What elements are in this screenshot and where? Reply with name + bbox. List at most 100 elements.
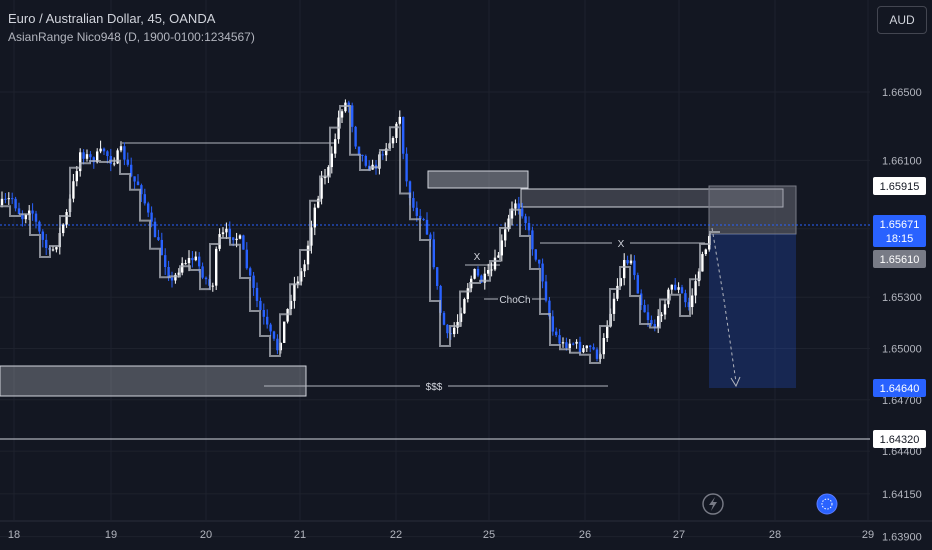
candle-body — [14, 198, 17, 209]
candle-body — [174, 274, 177, 281]
currency-button[interactable]: AUD — [877, 6, 927, 34]
time-axis: 18 19 20 21 22 25 26 27 28 29 — [0, 520, 932, 541]
candle-body — [436, 267, 439, 286]
candle-body — [198, 256, 201, 267]
candle-body — [296, 281, 299, 284]
lightning-icon-bolt — [709, 497, 717, 511]
candle-body — [640, 293, 643, 306]
candle-body — [330, 153, 333, 168]
candle-body — [626, 260, 629, 264]
x-label-1: X — [474, 252, 481, 263]
candle-body — [623, 260, 626, 279]
x-tick-label: 25 — [483, 529, 495, 541]
candle-body — [255, 287, 259, 301]
candle-body — [422, 219, 425, 221]
candle-body — [432, 239, 435, 268]
candle-body — [147, 203, 150, 213]
candle-body — [670, 284, 673, 290]
liquidity-label: $$$ — [426, 382, 443, 393]
candle-body — [538, 259, 541, 264]
candle-body — [381, 154, 384, 156]
candle-body — [293, 283, 296, 301]
candle-body — [558, 335, 561, 344]
candle-body — [228, 228, 231, 238]
price-tag-target-bg — [873, 379, 926, 397]
candle-body — [116, 150, 119, 164]
y-tick-label: 1.63900 — [882, 532, 922, 544]
candle-body — [391, 138, 395, 144]
candle-body — [62, 224, 65, 234]
candle-body — [347, 102, 350, 106]
chart-overlay: ChoCh $$$ X X — [426, 227, 838, 515]
candle-body — [38, 221, 41, 232]
candle-body — [575, 341, 578, 344]
candle-body — [504, 229, 507, 241]
candle-body — [667, 289, 670, 305]
candle-body — [405, 153, 408, 182]
candle-body — [245, 249, 248, 269]
candle-body — [136, 181, 140, 186]
candle-body — [408, 181, 412, 199]
candle-body — [266, 316, 269, 325]
candle-body — [153, 221, 157, 238]
candle-body — [585, 345, 588, 349]
globe-icon[interactable] — [816, 493, 838, 515]
candle-body — [589, 345, 592, 348]
x-tick-label: 26 — [579, 529, 591, 541]
candle-body — [327, 167, 330, 177]
candle-body — [551, 316, 554, 332]
candle-body — [633, 260, 636, 276]
candle-body — [412, 198, 415, 208]
y-tick-label: 1.64700 — [882, 395, 922, 407]
candle-body — [300, 271, 303, 282]
supply-zone-mid — [427, 170, 529, 189]
candle-body — [7, 198, 10, 200]
candle-body — [164, 255, 167, 267]
candle-body — [167, 266, 170, 278]
price-tag-current: 1.65671 18:15 — [873, 215, 926, 247]
candle-body — [55, 247, 58, 250]
candle-body — [41, 231, 44, 240]
candle-body — [561, 342, 565, 344]
candle-body — [249, 268, 252, 276]
candle-body — [419, 215, 422, 220]
candle-body — [221, 232, 225, 235]
candle-body — [514, 203, 517, 209]
candle-body — [524, 216, 527, 224]
price-tags: 1.65915 1.65671 18:15 1.65610 1.64640 1.64320 — [873, 177, 926, 448]
candle-body — [500, 240, 503, 256]
candle-body — [89, 154, 92, 158]
lightning-icon[interactable] — [702, 493, 724, 515]
candle-body — [463, 299, 466, 314]
candle-body — [102, 148, 106, 152]
candle-body — [259, 300, 262, 310]
projection-arrow — [711, 227, 737, 383]
candle-body — [303, 264, 306, 272]
candle-body — [541, 263, 544, 282]
candle-body — [616, 285, 619, 299]
candle-body — [677, 287, 680, 290]
candle-body — [252, 275, 255, 288]
candle-body — [24, 214, 27, 220]
candle-body — [262, 309, 265, 317]
candle-body — [17, 208, 21, 215]
candle-body — [453, 327, 456, 335]
x-tick-label: 28 — [769, 529, 781, 541]
candle-body — [578, 341, 582, 353]
candle-body — [96, 151, 99, 163]
choch-label: ChoCh — [499, 295, 530, 306]
y-tick-label: 1.65300 — [882, 292, 922, 304]
y-tick-label: 1.66100 — [882, 155, 922, 167]
candle-body — [653, 324, 656, 328]
candle-body — [663, 304, 667, 315]
price-tag-current-bg — [873, 215, 926, 247]
candle-body — [510, 208, 514, 219]
indicator-legend[interactable]: AsianRange Nico948 (D, 1900-0100:1234567… — [8, 30, 255, 44]
candle-body — [534, 249, 537, 260]
candle-body — [694, 281, 697, 296]
candle-body — [51, 249, 55, 251]
price-tag-current-countdown: 18:15 — [886, 233, 914, 245]
candle-body — [361, 154, 364, 156]
candle-body — [425, 219, 429, 235]
